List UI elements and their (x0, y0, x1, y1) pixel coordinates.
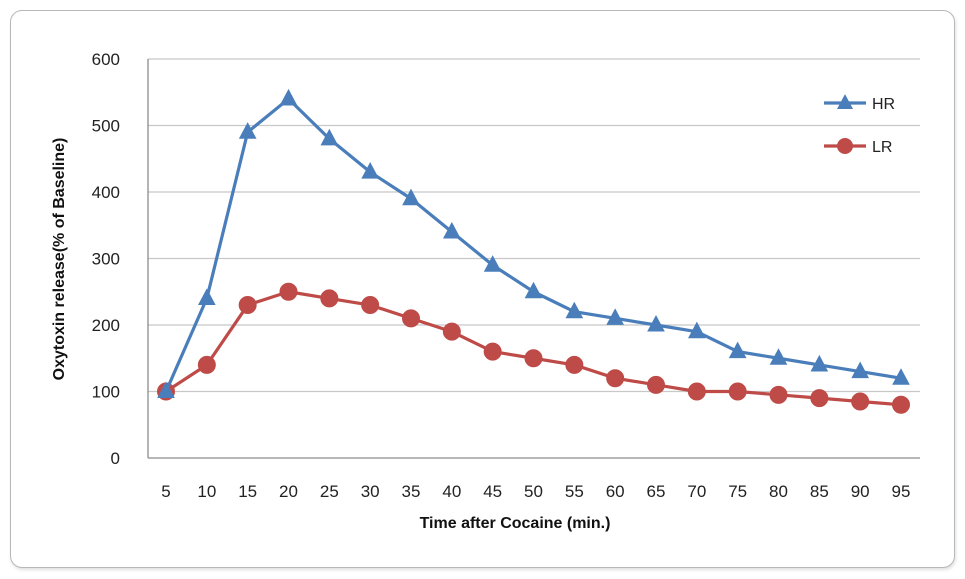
gridlines (148, 58, 920, 393)
x-tick-label: 70 (687, 482, 706, 501)
data-point-lr (810, 389, 829, 408)
y-tick-label: 500 (92, 117, 120, 136)
data-point-lr (320, 289, 339, 308)
data-point-hr (402, 188, 420, 206)
x-tick-label: 80 (769, 482, 788, 501)
chart-frame (10, 10, 955, 568)
x-tick-label: 45 (483, 482, 502, 501)
data-point-lr (851, 392, 870, 411)
series-lr (157, 282, 910, 414)
data-point-hr (157, 381, 175, 399)
data-point-lr (647, 375, 665, 394)
x-tick-label: 55 (565, 482, 584, 501)
data-point-lr (442, 322, 461, 341)
data-point-lr (769, 385, 788, 404)
data-point-hr (687, 321, 706, 339)
x-tick-label: 35 (402, 482, 421, 501)
legend-marker-lr (837, 138, 853, 154)
data-point-lr (524, 349, 543, 368)
x-tick-label: 40 (442, 482, 461, 501)
y-axis-title: Oxytoxin release(% of Baseline) (51, 138, 68, 381)
series-layer (157, 88, 910, 414)
data-point-lr (892, 395, 910, 414)
data-point-lr (483, 342, 502, 361)
x-tick-label: 90 (851, 482, 870, 501)
data-point-hr (361, 162, 380, 179)
x-tick-label: 20 (279, 482, 298, 501)
y-tick-label: 0 (111, 449, 120, 468)
data-point-hr (442, 221, 461, 239)
y-tick-label: 400 (92, 183, 120, 202)
x-tick-label: 5 (161, 482, 170, 501)
data-point-lr (687, 382, 706, 401)
legend: HR LR (824, 94, 895, 156)
data-point-hr (892, 368, 910, 385)
data-point-hr (810, 354, 829, 372)
data-point-hr (197, 288, 216, 305)
data-point-hr (647, 315, 665, 332)
data-point-lr (197, 355, 216, 374)
y-tick-label: 300 (92, 250, 120, 269)
x-tick-label: 95 (892, 482, 911, 501)
data-point-hr (606, 308, 625, 325)
data-point-hr (851, 361, 870, 379)
data-point-hr (483, 255, 502, 272)
x-axis-title: Time after Cocaine (min.) (420, 515, 611, 532)
series-hr (157, 88, 910, 399)
series-line-hr (164, 97, 902, 393)
data-point-lr (565, 355, 584, 374)
data-point-lr (728, 382, 747, 401)
y-tick-label: 200 (92, 316, 120, 335)
x-tick-label: 10 (197, 482, 216, 501)
x-tick-label: 85 (810, 482, 829, 501)
legend-label-hr: HR (872, 96, 895, 113)
data-point-lr (361, 296, 380, 315)
data-point-hr (238, 122, 257, 139)
y-tick-label: 600 (92, 50, 120, 69)
data-point-hr (728, 341, 747, 359)
data-point-lr (402, 309, 420, 328)
x-tick-label: 50 (524, 482, 543, 501)
x-tick-label: 65 (647, 482, 666, 501)
data-point-hr (769, 348, 788, 365)
data-point-hr (524, 281, 543, 299)
x-tick-label: 60 (606, 482, 625, 501)
axes: 0 100 200 300 400 500 600 5 10 15 20 25 30 35 40 45 50 55… (92, 50, 920, 501)
x-tick-label: 25 (320, 482, 339, 501)
series-line-lr (165, 290, 902, 407)
legend-label-lr: LR (872, 139, 892, 156)
data-point-lr (606, 369, 625, 388)
data-point-lr (279, 282, 298, 301)
data-point-hr (279, 88, 298, 106)
y-tick-label: 100 (92, 383, 120, 402)
x-tick-label: 15 (238, 482, 257, 501)
data-point-lr (238, 296, 257, 315)
data-point-hr (565, 301, 584, 319)
data-point-hr (320, 128, 339, 146)
x-tick-label: 75 (728, 482, 747, 501)
legend-marker-hr (837, 94, 853, 110)
x-tick-label: 30 (361, 482, 380, 501)
